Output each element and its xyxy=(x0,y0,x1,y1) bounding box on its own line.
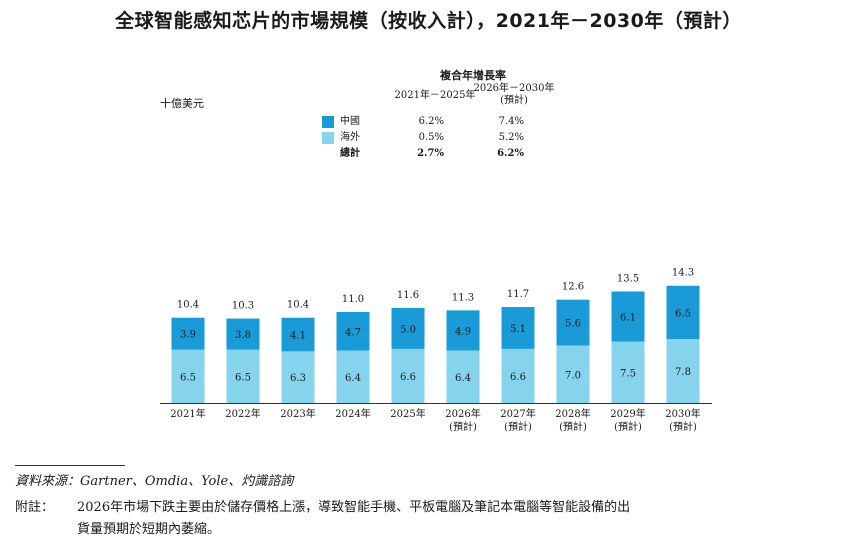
bar-label-china-4: 5.0 xyxy=(400,324,416,335)
bar-label-china-9: 6.5 xyxy=(675,308,691,319)
bar-label-overseas-5: 6.4 xyxy=(455,373,471,384)
bar-total-label-7: 12.6 xyxy=(562,282,584,293)
bar-label-china-0: 3.9 xyxy=(180,330,196,341)
legend-label-total: 總計 xyxy=(340,148,360,159)
cagr-period-2: 2026年－2030年 (預計) xyxy=(473,83,555,106)
bar-label-china-6: 5.1 xyxy=(510,324,526,335)
x-tick-sublabel-6: (預計) xyxy=(504,420,532,433)
bar-china-8 xyxy=(611,291,645,342)
footnote-line-2: 貨量預期於短期內萎縮。 xyxy=(77,522,221,537)
bar-china-5 xyxy=(446,310,480,351)
chart-title: 全球智能感知芯片的市場規模（按收入計），2021年－2030年（預計） xyxy=(115,10,742,32)
source-note: 資料來源：Gartner、Omdia、Yole、灼識諮詢 xyxy=(15,474,294,489)
bar-china-1 xyxy=(226,318,260,350)
bar-label-overseas-6: 6.6 xyxy=(510,372,526,383)
legend-swatch-overseas xyxy=(322,132,334,144)
bar-total-label-6: 11.7 xyxy=(507,289,529,300)
footnote-line-1: 2026年市場下跌主要由於儲存價格上漲，導致智能手機、平板電腦及筆記本電腦等智能… xyxy=(77,500,631,515)
bar-china-2 xyxy=(281,317,315,352)
x-tick-label-5: 2026年 xyxy=(445,407,480,420)
bar-label-overseas-3: 6.4 xyxy=(345,373,361,384)
bar-label-china-5: 4.9 xyxy=(455,326,471,337)
x-tick-label-3: 2024年 xyxy=(335,407,370,420)
bar-china-7 xyxy=(556,299,590,346)
bar-label-overseas-7: 7.0 xyxy=(565,370,581,381)
unit-label: 十億美元 xyxy=(160,97,204,110)
cagr-overseas-period2: 5.2% xyxy=(498,132,524,143)
x-tick-label-6: 2027年 xyxy=(500,407,535,420)
bar-overseas-4 xyxy=(391,348,425,403)
x-tick-sublabel-9: (預計) xyxy=(669,420,697,433)
bar-overseas-6 xyxy=(501,348,535,403)
bar-label-overseas-8: 7.5 xyxy=(620,368,636,379)
bar-label-china-2: 4.1 xyxy=(290,331,306,342)
x-tick-sublabel-7: (預計) xyxy=(559,420,587,433)
x-tick-label-4: 2025年 xyxy=(390,407,425,420)
bar-label-china-8: 6.1 xyxy=(620,312,636,323)
bar-overseas-0 xyxy=(171,349,205,403)
bar-overseas-2 xyxy=(281,351,315,403)
cagr-period-1: 2021年－2025年 xyxy=(394,90,476,101)
bar-total-label-0: 10.4 xyxy=(177,300,199,311)
x-tick-label-0: 2021年 xyxy=(170,407,205,420)
bar-label-overseas-2: 6.3 xyxy=(290,373,306,384)
bar-total-label-3: 11.0 xyxy=(342,294,364,305)
x-tick-sublabel-8: (預計) xyxy=(614,420,642,433)
bar-label-china-7: 5.6 xyxy=(565,319,581,330)
cagr-total-period1: 2.7% xyxy=(417,148,444,159)
x-tick-label-2: 2023年 xyxy=(280,407,315,420)
bar-overseas-7 xyxy=(556,345,590,403)
cagr-china-period1: 6.2% xyxy=(418,116,444,127)
bar-label-overseas-0: 6.5 xyxy=(180,372,196,383)
bar-overseas-5 xyxy=(446,350,480,403)
cagr-total-period2: 6.2% xyxy=(497,148,524,159)
bar-label-overseas-1: 6.5 xyxy=(235,372,251,383)
bar-china-6 xyxy=(501,307,535,349)
bar-label-overseas-4: 6.6 xyxy=(400,372,416,383)
footnote: 附註： 2026年市場下跌主要由於儲存價格上漲，導致智能手機、平板電腦及筆記本電腦… xyxy=(15,497,845,541)
bar-total-label-8: 13.5 xyxy=(617,273,639,284)
cagr-china-period2: 7.4% xyxy=(498,116,524,127)
bar-overseas-9 xyxy=(666,339,700,403)
legend-label-overseas: 海外 xyxy=(340,132,360,143)
bar-overseas-1 xyxy=(226,349,260,403)
x-tick-sublabel-5: (預計) xyxy=(449,420,477,433)
x-tick-label-7: 2028年 xyxy=(555,407,590,420)
x-tick-label-1: 2022年 xyxy=(225,407,260,420)
legend-label-china: 中國 xyxy=(340,116,360,127)
bar-china-9 xyxy=(666,285,700,340)
bar-label-overseas-9: 7.8 xyxy=(675,367,691,378)
legend-swatch-china xyxy=(322,116,334,128)
bar-china-4 xyxy=(391,307,425,349)
bar-total-label-4: 11.6 xyxy=(397,290,419,301)
x-tick-label-9: 2030年 xyxy=(665,407,700,420)
footnote-label: 附註： xyxy=(15,500,55,515)
bar-total-label-5: 11.3 xyxy=(452,292,474,303)
bar-label-china-3: 4.7 xyxy=(345,327,361,338)
cagr-overseas-period1: 0.5% xyxy=(418,132,444,143)
bar-overseas-8 xyxy=(611,341,645,403)
bar-total-label-1: 10.3 xyxy=(232,301,254,312)
bar-total-label-9: 14.3 xyxy=(672,268,694,279)
footnote-divider xyxy=(15,465,125,466)
cagr-title: 複合年增長率 xyxy=(440,69,506,82)
bar-total-label-2: 10.4 xyxy=(287,300,309,311)
bar-overseas-3 xyxy=(336,350,370,403)
bar-label-china-1: 3.8 xyxy=(235,330,251,341)
x-tick-label-8: 2029年 xyxy=(610,407,645,420)
bar-china-0 xyxy=(171,317,205,350)
bar-china-3 xyxy=(336,311,370,351)
